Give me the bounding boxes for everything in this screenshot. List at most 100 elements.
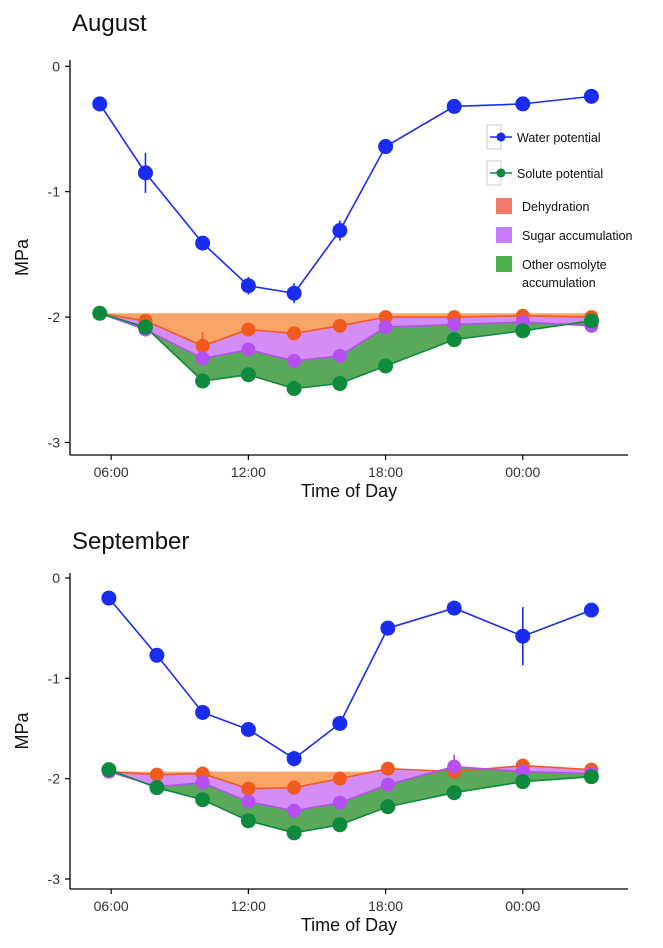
y-tick-label: -2	[48, 771, 61, 787]
y-tick-label: -1	[48, 184, 61, 200]
y-tick-label: -3	[48, 434, 61, 450]
solute-potential-point	[149, 780, 165, 796]
water-potential-point	[380, 620, 396, 636]
dehydration-area	[99, 313, 592, 346]
water-potential-point	[92, 96, 108, 112]
dehydration-point	[287, 326, 302, 341]
y-tick-label: -2	[48, 309, 61, 325]
dehydration-point	[380, 761, 395, 776]
x-axis-title: Time of Day	[301, 915, 397, 935]
x-tick-label: 12:00	[231, 898, 266, 914]
sugar-accumulation-point	[195, 775, 210, 790]
water-potential-point	[137, 165, 153, 181]
dehydration-point	[195, 338, 210, 353]
sugar-accumulation-area	[99, 313, 592, 361]
x-tick-label: 06:00	[94, 464, 129, 480]
y-tick-label: -3	[48, 871, 61, 887]
water-potential-point	[446, 98, 462, 114]
y-axis-title: MPa	[12, 712, 32, 750]
solute-potential-point	[378, 358, 394, 374]
sugar-accumulation-point	[241, 342, 256, 357]
september-panel: September 0 -1 -2 -3 06:00 12:00 18:00 00:00 Tim…	[0, 516, 663, 948]
solute-potential-point	[446, 332, 462, 348]
solute-potential-point	[446, 785, 462, 801]
dehydration-point	[332, 771, 347, 786]
other-osmolyte-area	[108, 766, 592, 833]
august-chart: 0 -1 -2 -3 06:00 12:00 18:00 00:00 Time of Day MP…	[12, 58, 633, 501]
x-tick-label: 06:00	[94, 898, 129, 914]
water-potential-point	[378, 139, 394, 155]
water-potential-point	[332, 223, 348, 239]
water-potential-point	[195, 704, 211, 720]
solute-potential-point	[101, 762, 117, 778]
sugar-accumulation-line	[99, 312, 592, 362]
x-tick-label: 18:00	[368, 898, 403, 914]
sugar-accumulation-area	[108, 765, 592, 811]
sugar-accumulation-point	[287, 803, 302, 818]
sugar-accumulation-point	[195, 351, 210, 366]
solute-potential-point	[286, 381, 302, 397]
x-tick-label: 00:00	[505, 464, 540, 480]
legend-sugar-swatch	[496, 227, 512, 243]
solute-potential-point	[240, 367, 256, 383]
solute-potential-point	[332, 817, 348, 833]
solute-potential-point	[515, 774, 531, 790]
legend-other-label-line1: Other osmolyte	[522, 258, 607, 272]
dehydration-line	[99, 312, 592, 347]
solute-potential-point	[286, 825, 302, 841]
water-potential-point	[286, 285, 302, 301]
september-chart: 0 -1 -2 -3 06:00 12:00 18:00 00:00 Time of Day MP…	[12, 570, 628, 935]
dehydration-point	[287, 780, 302, 795]
x-axis-title: Time of Day	[301, 481, 397, 501]
other-osmolyte-area	[99, 313, 592, 389]
x-tick-label: 12:00	[231, 464, 266, 480]
sugar-accumulation-point	[447, 317, 462, 332]
solute-potential-point	[380, 799, 396, 815]
legend-solute-marker	[496, 168, 506, 178]
water-potential-point	[101, 590, 117, 606]
august-panel: August 0 -1 -2 -3 06:00 12:00 18:00 00:00 Time o…	[12, 10, 633, 501]
solute-potential-point	[195, 792, 211, 808]
sugar-accumulation-point	[241, 794, 256, 809]
x-tick-label: 00:00	[505, 898, 540, 914]
dehydration-point	[149, 767, 164, 782]
dehydration-point	[241, 781, 256, 796]
solute-potential-point	[515, 323, 531, 339]
water-potential-point	[446, 600, 462, 616]
legend-water-marker	[496, 132, 506, 142]
legend-solute-label: Solute potential	[517, 167, 603, 181]
y-tick-label: 0	[52, 570, 60, 586]
solute-potential-point	[240, 813, 256, 829]
solute-potential-line	[99, 312, 592, 390]
legend-dehydration-swatch	[496, 198, 512, 214]
dehydration-point	[332, 318, 347, 333]
solute-potential-point	[583, 769, 599, 785]
water-potential-point	[195, 235, 211, 251]
solute-potential-point	[583, 313, 599, 329]
legend-water-label: Water potential	[517, 131, 601, 145]
september-chart-title: September	[72, 528, 190, 555]
legend-dehydration-label: Dehydration	[522, 200, 589, 214]
water-potential-point	[240, 278, 256, 294]
sugar-accumulation-point	[380, 777, 395, 792]
solute-potential-point	[195, 373, 211, 389]
solute-potential-line	[108, 768, 592, 834]
water-potential-point	[515, 628, 531, 644]
dehydration-point	[241, 322, 256, 337]
legend-other-swatch	[496, 256, 512, 272]
sugar-accumulation-point	[447, 759, 462, 774]
sugar-accumulation-point	[378, 320, 393, 335]
y-tick-label: -1	[48, 670, 61, 686]
dehydration-point	[378, 310, 393, 325]
water-potential-point	[583, 88, 599, 104]
sugar-accumulation-point	[332, 795, 347, 810]
sugar-accumulation-line	[108, 765, 592, 812]
water-potential-line	[99, 95, 592, 295]
x-tick-label: 18:00	[368, 464, 403, 480]
water-potential-point	[332, 715, 348, 731]
legend-sugar-label: Sugar accumulation	[522, 229, 633, 243]
solute-potential-point	[137, 319, 153, 335]
solute-potential-point	[92, 305, 108, 321]
water-potential-point	[583, 602, 599, 618]
y-axis-title: MPa	[12, 238, 32, 276]
